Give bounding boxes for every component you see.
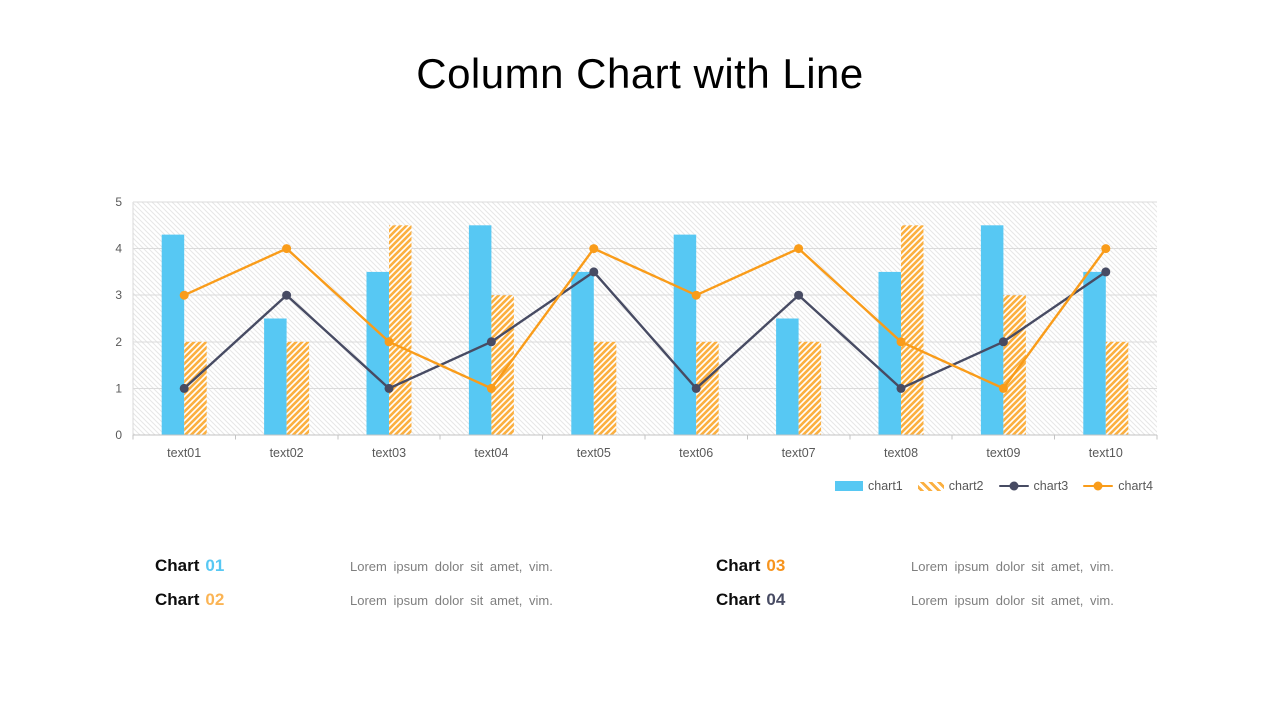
point-chart3-text03[interactable] xyxy=(384,383,394,393)
point-chart4-text03[interactable] xyxy=(384,337,394,347)
desc-label-04: Chart 04 xyxy=(716,590,911,610)
bar-chart1-text04[interactable] xyxy=(468,225,492,435)
bar-chart1-text01[interactable] xyxy=(161,234,185,435)
bar-chart1-text05[interactable] xyxy=(571,271,594,435)
legend-swatch-hatched-bar-icon xyxy=(917,481,944,491)
legend-item-chart1[interactable]: chart1 xyxy=(835,479,903,493)
point-chart4-text01[interactable] xyxy=(179,290,189,300)
legend-item-chart4[interactable]: chart4 xyxy=(1083,479,1153,493)
bar-chart2-text06[interactable] xyxy=(696,341,719,435)
x-tick-label-text02: text02 xyxy=(270,446,304,460)
x-tick-label-text05: text05 xyxy=(577,446,611,460)
bar-chart1-text09[interactable] xyxy=(980,225,1004,435)
x-tick-label-text04: text04 xyxy=(474,446,508,460)
point-chart3-text02[interactable] xyxy=(282,290,292,300)
x-tick-label-text07: text07 xyxy=(782,446,816,460)
y-tick-label: 4 xyxy=(115,242,122,256)
point-chart3-text09[interactable] xyxy=(998,337,1008,347)
x-tick-label-text08: text08 xyxy=(884,446,918,460)
bar-chart2-text03[interactable] xyxy=(389,225,412,435)
x-tick-label-text03: text03 xyxy=(372,446,406,460)
x-tick-label-text01: text01 xyxy=(167,446,201,460)
y-tick-label: 2 xyxy=(115,335,122,349)
bar-chart2-text09[interactable] xyxy=(1003,295,1026,435)
desc-text-03: Lorem ipsum dolor sit amet, vim. xyxy=(911,558,1114,574)
point-chart4-text09[interactable] xyxy=(998,383,1008,393)
line-series-chart4[interactable] xyxy=(179,244,1111,393)
bar-chart2-text07[interactable] xyxy=(798,341,822,435)
point-chart3-text07[interactable] xyxy=(794,290,804,300)
y-tick-label: 0 xyxy=(115,428,122,442)
point-chart4-text08[interactable] xyxy=(896,337,906,347)
desc-label-03: Chart 03 xyxy=(716,556,911,576)
bar-series-chart1[interactable] xyxy=(161,225,1106,436)
chart-descriptions: Chart 01 Lorem ipsum dolor sit amet, vim.… xyxy=(155,549,1133,617)
bar-chart2-text05[interactable] xyxy=(593,341,617,435)
desc-word-01: Chart xyxy=(155,556,200,575)
point-chart4-text05[interactable] xyxy=(589,244,599,254)
bar-chart2-text10[interactable] xyxy=(1105,341,1129,435)
legend-swatch-solid-bar-icon xyxy=(835,481,863,491)
point-chart3-text06[interactable] xyxy=(691,383,701,393)
bar-chart1-text10[interactable] xyxy=(1083,271,1106,435)
point-chart3-text01[interactable] xyxy=(179,383,189,393)
x-axis-labels: text01 text02 text03 text04 text05 text06 text… xyxy=(167,446,1123,460)
bar-chart2-text01[interactable] xyxy=(184,341,207,435)
bar-chart1-text06[interactable] xyxy=(673,234,697,435)
point-chart4-text04[interactable] xyxy=(486,383,496,393)
chart-legend: chart1 chart2 chart3 chart4 xyxy=(835,479,1153,493)
desc-text-04: Lorem ipsum dolor sit amet, vim. xyxy=(911,592,1114,608)
bar-chart1-text07[interactable] xyxy=(776,318,799,436)
legend-label-chart3: chart3 xyxy=(1033,479,1069,493)
point-chart4-text06[interactable] xyxy=(691,290,701,300)
point-chart3-text05[interactable] xyxy=(589,267,599,277)
desc-number-01: 01 xyxy=(205,556,225,575)
desc-label-01: Chart 01 xyxy=(155,556,350,576)
legend-item-chart2[interactable]: chart2 xyxy=(917,479,984,493)
bar-chart2-text08[interactable] xyxy=(901,225,924,435)
y-tick-label: 3 xyxy=(115,288,122,302)
bar-chart2-text04[interactable] xyxy=(491,295,514,435)
x-axis xyxy=(132,202,1158,440)
legend-label-chart4: chart4 xyxy=(1118,479,1153,493)
desc-text-01: Lorem ipsum dolor sit amet, vim. xyxy=(350,558,553,574)
legend-label-chart1: chart1 xyxy=(868,479,903,493)
desc-word-02: Chart xyxy=(155,590,200,609)
y-axis-labels: 0 1 2 3 4 5 xyxy=(115,195,122,442)
point-chart4-text02[interactable] xyxy=(282,244,292,254)
point-chart4-text10[interactable] xyxy=(1101,244,1111,254)
x-tick-label-text09: text09 xyxy=(986,446,1020,460)
point-chart3-text08[interactable] xyxy=(896,383,906,393)
y-tick-label: 5 xyxy=(115,195,122,209)
legend-swatch-line-marker-icon xyxy=(1083,484,1114,488)
legend-item-chart3[interactable]: chart3 xyxy=(998,479,1069,493)
desc-number-02: 02 xyxy=(205,590,225,609)
desc-label-02: Chart 02 xyxy=(155,590,350,610)
x-tick-label-text10: text10 xyxy=(1089,446,1123,460)
point-chart4-text07[interactable] xyxy=(794,244,804,254)
point-chart3-text10[interactable] xyxy=(1101,267,1111,277)
desc-word-03: Chart xyxy=(716,556,761,575)
desc-text-02: Lorem ipsum dolor sit amet, vim. xyxy=(350,592,553,608)
point-chart3-text04[interactable] xyxy=(486,337,496,347)
bar-chart1-text03[interactable] xyxy=(366,271,390,435)
bar-chart1-text08[interactable] xyxy=(878,271,902,435)
legend-swatch-line-marker-icon xyxy=(998,484,1029,488)
line-chart4[interactable] xyxy=(183,247,1107,390)
desc-number-03: 03 xyxy=(766,556,786,575)
slide-title: Column Chart with Line xyxy=(416,50,864,97)
desc-number-04: 04 xyxy=(766,590,786,609)
bar-chart2-text02[interactable] xyxy=(286,341,310,435)
desc-word-04: Chart xyxy=(716,590,761,609)
y-tick-label: 1 xyxy=(115,381,122,395)
x-tick-label-text06: text06 xyxy=(679,446,713,460)
legend-label-chart2: chart2 xyxy=(948,479,984,493)
bar-chart1-text02[interactable] xyxy=(264,318,287,436)
